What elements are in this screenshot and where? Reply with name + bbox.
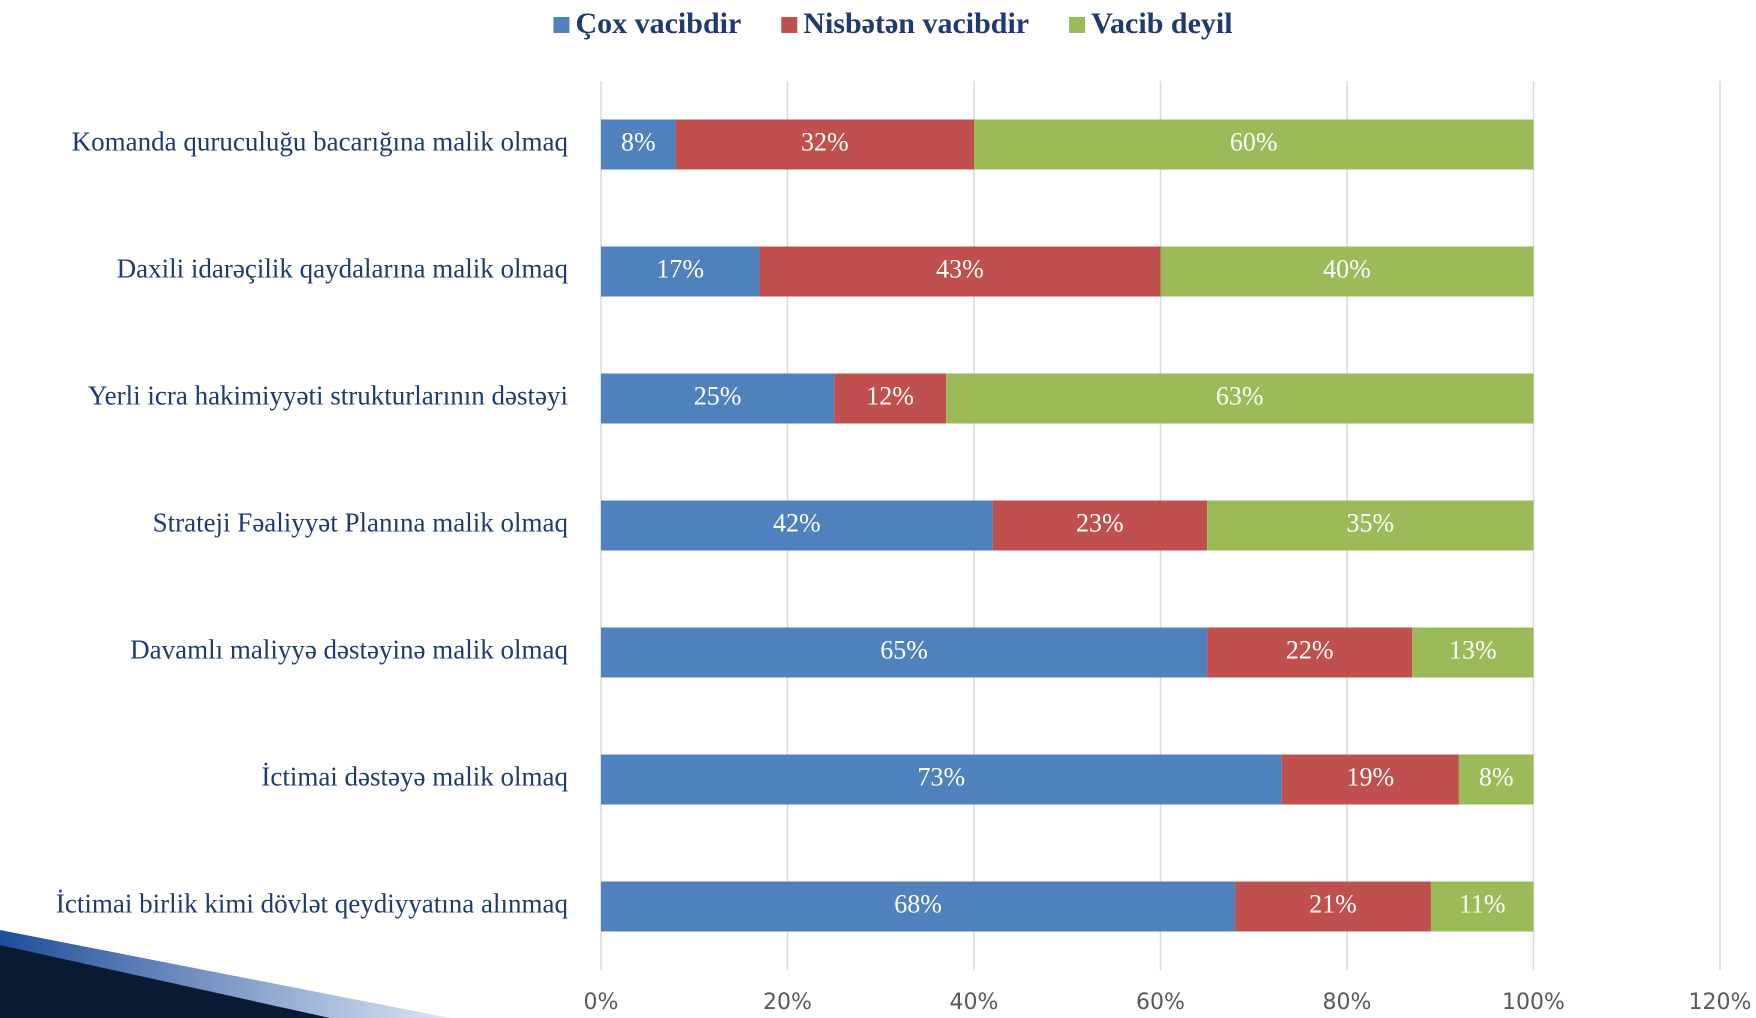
bar-segment bbox=[1281, 754, 1459, 805]
bar-segment bbox=[601, 500, 993, 551]
y-tick-label: İctimai dəstəyə malik olmaq bbox=[261, 762, 568, 792]
data-label: 25% bbox=[694, 381, 742, 410]
bar-segment bbox=[601, 881, 1236, 932]
x-tick-label: 0% bbox=[584, 990, 619, 1015]
x-tick-label: 60% bbox=[1136, 990, 1185, 1015]
data-label: 11% bbox=[1459, 889, 1506, 918]
decoration bbox=[0, 945, 330, 1018]
data-label: 8% bbox=[621, 127, 656, 156]
bar-segment bbox=[601, 627, 1208, 678]
y-tick-label: Komanda quruculuğu bacarığına malik olma… bbox=[72, 127, 569, 157]
bar-segment bbox=[946, 373, 1534, 424]
data-label: 68% bbox=[894, 889, 942, 918]
bar-segment bbox=[1412, 627, 1534, 678]
bar-segment bbox=[759, 246, 1161, 297]
data-label: 63% bbox=[1216, 381, 1264, 410]
y-tick-label: İctimai birlik kimi dövlət qeydiyyatına … bbox=[56, 889, 569, 919]
data-label: 40% bbox=[1323, 254, 1371, 283]
y-tick-label: Yerli icra hakimiyyəti strukturlarının d… bbox=[88, 381, 568, 411]
y-tick-label: Davamlı maliyyə dəstəyinə malik olmaq bbox=[130, 635, 568, 665]
bar-segment bbox=[601, 754, 1282, 805]
legend-label: Çox vacibdir bbox=[575, 7, 741, 40]
y-tick-label: Daxili idarəçilik qaydalarına malik olma… bbox=[117, 254, 569, 284]
legend: Çox vacibdir Nisbətən vacibdir Vacib deyil bbox=[553, 7, 1233, 40]
bars: Komanda quruculuğu bacarığına malik olma… bbox=[56, 119, 1534, 932]
data-label: 65% bbox=[880, 635, 928, 664]
x-tick-label: 40% bbox=[950, 990, 999, 1015]
bar-segment bbox=[1207, 627, 1413, 678]
data-label: 17% bbox=[656, 254, 704, 283]
data-label: 43% bbox=[936, 254, 984, 283]
bar-segment bbox=[601, 373, 835, 424]
bar-segment bbox=[1207, 500, 1534, 551]
data-label: 8% bbox=[1479, 762, 1514, 791]
data-label: 21% bbox=[1309, 889, 1357, 918]
x-tick-label: 20% bbox=[763, 990, 812, 1015]
bar-segment bbox=[601, 246, 760, 297]
x-tick-label: 120% bbox=[1689, 990, 1752, 1015]
bar-segment bbox=[1430, 881, 1534, 932]
bar-segment bbox=[1458, 754, 1534, 805]
bar-segment bbox=[834, 373, 947, 424]
legend-swatch bbox=[1069, 17, 1086, 33]
bar-segment bbox=[992, 500, 1208, 551]
bar-segment bbox=[601, 119, 676, 170]
data-label: 19% bbox=[1346, 762, 1394, 791]
bar-segment bbox=[974, 119, 1534, 170]
legend-label: Nisbətən vacibdir bbox=[803, 7, 1029, 40]
y-tick-label: Strateji Fəaliyyət Planına malik olmaq bbox=[153, 508, 569, 538]
x-tick-label: 80% bbox=[1323, 990, 1372, 1015]
data-label: 35% bbox=[1346, 508, 1394, 537]
data-label: 13% bbox=[1449, 635, 1497, 664]
data-label: 42% bbox=[773, 508, 821, 537]
data-label: 32% bbox=[801, 127, 849, 156]
data-label: 22% bbox=[1286, 635, 1334, 664]
data-label: 60% bbox=[1230, 127, 1278, 156]
data-label: 23% bbox=[1076, 508, 1124, 537]
legend-label: Vacib deyil bbox=[1091, 7, 1232, 40]
bar-segment bbox=[675, 119, 974, 170]
data-label: 12% bbox=[866, 381, 914, 410]
x-tick-label: 100% bbox=[1502, 990, 1565, 1015]
bar-segment bbox=[1235, 881, 1431, 932]
data-label: 73% bbox=[918, 762, 966, 791]
legend-swatch bbox=[781, 17, 798, 33]
bar-segment bbox=[1160, 246, 1534, 297]
legend-swatch bbox=[553, 17, 570, 33]
